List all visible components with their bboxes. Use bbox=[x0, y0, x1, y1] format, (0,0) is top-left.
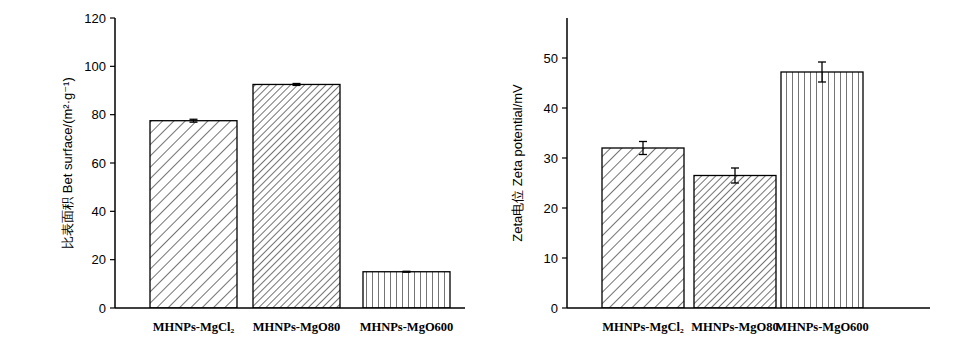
figure: 020406080100120MHNPs-MgCl₂MHNPs-MgO80MHN… bbox=[0, 0, 963, 354]
x-tick-label: MHNPs-MgCl₂ bbox=[153, 320, 235, 334]
y-tick-label: 60 bbox=[92, 156, 106, 171]
y-tick-label: 20 bbox=[92, 252, 106, 267]
y-tick-label: 10 bbox=[544, 251, 558, 266]
y-axis-label: 比表面积 Bet surface/(m²·g⁻¹) bbox=[60, 77, 75, 249]
error-cap bbox=[293, 85, 301, 86]
y-tick bbox=[562, 207, 567, 208]
y-tick-label: 30 bbox=[544, 151, 558, 166]
y-tick bbox=[110, 307, 115, 308]
error-cap bbox=[639, 141, 647, 142]
y-tick-label: 80 bbox=[92, 107, 106, 122]
error-bar bbox=[639, 142, 647, 155]
error-cap bbox=[190, 119, 198, 120]
x-tick-label: MHNPs-MgO80 bbox=[253, 320, 340, 334]
error-bar bbox=[293, 83, 301, 85]
x-tick-label: MHNPs-MgO600 bbox=[775, 320, 869, 334]
error-cap bbox=[403, 271, 411, 272]
y-tick-label: 100 bbox=[84, 59, 106, 74]
y-tick-label: 50 bbox=[544, 51, 558, 66]
x-axis-line bbox=[115, 307, 465, 309]
x-tick-label: MHNPs-MgCl₂ bbox=[602, 320, 684, 334]
error-cap bbox=[403, 272, 411, 273]
bar bbox=[602, 148, 684, 308]
x-tick-label: MHNPs-MgO80 bbox=[691, 320, 778, 334]
y-tick bbox=[110, 114, 115, 115]
marks bbox=[150, 83, 450, 308]
y-tick-label: 120 bbox=[84, 11, 106, 26]
bar bbox=[150, 121, 237, 308]
y-tick bbox=[110, 66, 115, 67]
chart: 0 10 20 30 40 50 MHNPs-MgCl₂ MHNPs-MgO80MHNPs-M… bbox=[510, 18, 930, 334]
error-cap bbox=[639, 154, 647, 155]
bar bbox=[253, 84, 340, 308]
y-tick bbox=[110, 259, 115, 260]
y-tick bbox=[562, 307, 567, 308]
y-axis-label: Zeta电位 Zeta potential/mV bbox=[510, 84, 525, 242]
x-tick-label: MHNPs-MgO600 bbox=[360, 320, 454, 334]
y-tick bbox=[562, 157, 567, 158]
error-cap bbox=[731, 167, 739, 168]
error-cap bbox=[293, 83, 301, 84]
bar bbox=[363, 272, 450, 308]
error-cap bbox=[818, 61, 826, 62]
error-stem bbox=[821, 62, 822, 82]
error-stem bbox=[642, 142, 643, 155]
y-tick bbox=[562, 57, 567, 58]
y-tick-label: 40 bbox=[92, 204, 106, 219]
error-stem bbox=[734, 168, 735, 183]
error-cap bbox=[190, 122, 198, 123]
chart-root: 020406080100120MHNPs-MgCl₂MHNPs-MgO80MHN… bbox=[0, 0, 963, 354]
error-cap bbox=[731, 182, 739, 183]
y-tick bbox=[110, 17, 115, 18]
error-bar bbox=[731, 168, 739, 183]
x-axis-line bbox=[567, 307, 930, 309]
y-tick bbox=[562, 107, 567, 108]
y-tick-label: 40 bbox=[544, 101, 558, 116]
y-axis-line bbox=[566, 18, 568, 308]
marks bbox=[602, 62, 863, 308]
y-tick-label: 0 bbox=[551, 301, 558, 316]
error-bar bbox=[403, 271, 411, 273]
y-tick bbox=[110, 162, 115, 163]
y-tick-label: 0 bbox=[99, 301, 106, 316]
y-tick-label: 20 bbox=[544, 201, 558, 216]
error-cap bbox=[818, 81, 826, 82]
error-bar bbox=[190, 119, 198, 122]
chart: 0 20 40 60 80 100 120 MHNPs-MgCl₂ MHNPs-MgO80 MHN… bbox=[60, 11, 465, 335]
y-tick bbox=[562, 257, 567, 258]
bar bbox=[694, 176, 776, 309]
error-bar bbox=[818, 62, 826, 82]
bar bbox=[781, 72, 863, 308]
y-tick bbox=[110, 211, 115, 212]
